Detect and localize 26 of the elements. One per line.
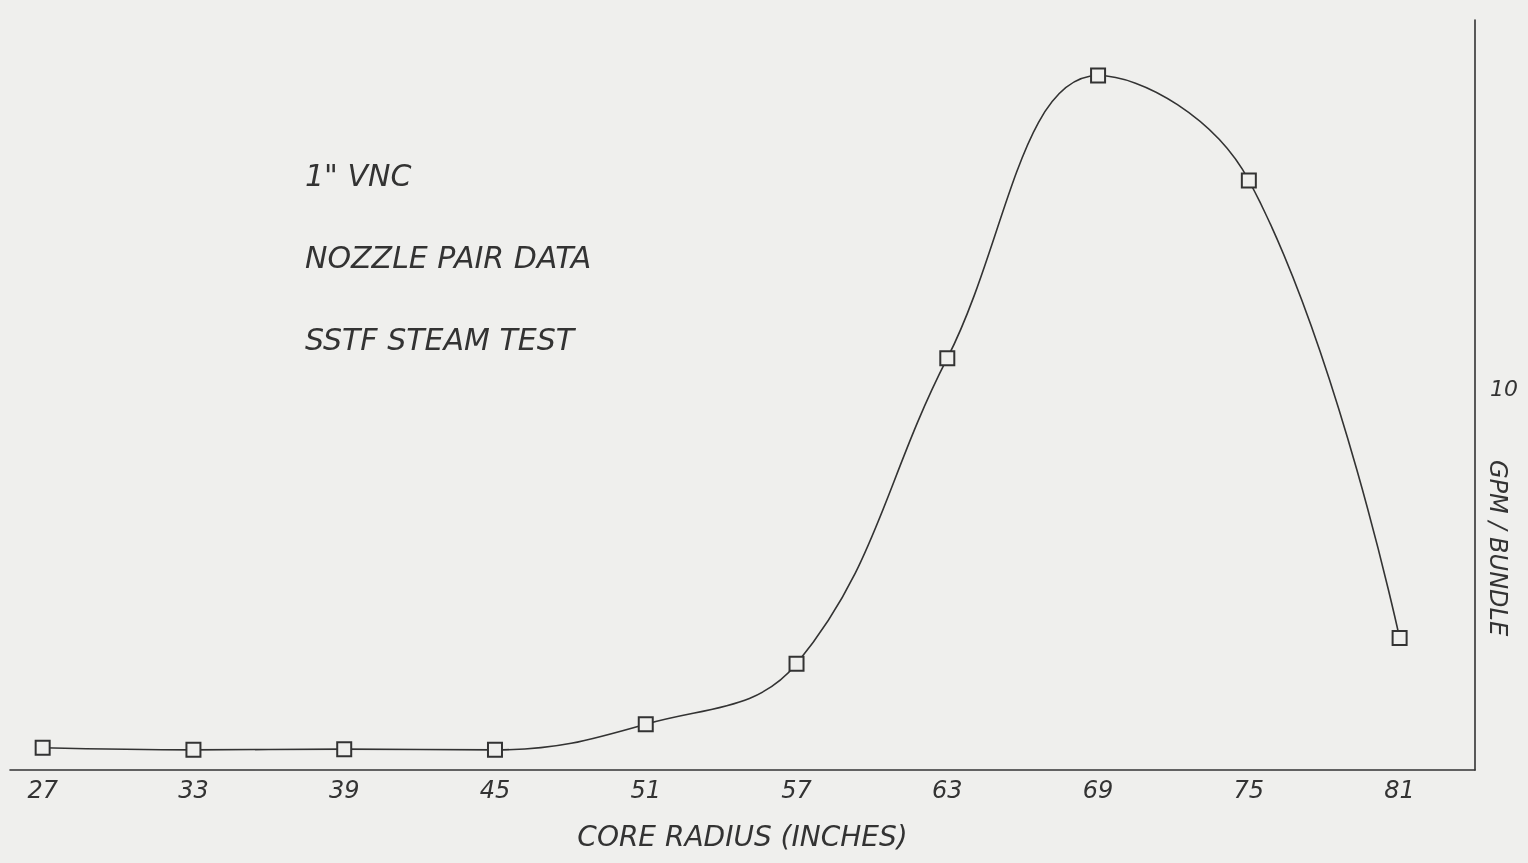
x-tick-label: 27 [27,776,59,804]
x-tick-label: 51 [630,776,662,804]
point [486,741,503,758]
text: 10 [1490,375,1519,401]
point [939,350,956,367]
x-tick-label: 33 [178,776,209,804]
x-tick-label: 45 [479,776,511,804]
point [185,741,202,758]
x-axis-title: CORE RADIUS (INCHES) [577,819,908,853]
point [1240,172,1257,189]
x-tick-label: 75 [1233,776,1265,804]
point [788,655,805,672]
point [637,716,654,733]
annotation: NOZZLE PAIR DATA [305,239,592,275]
annotation: 1" VNC [305,157,412,193]
x-tick-label: 81 [1384,776,1415,804]
x-tick-label: 57 [781,776,813,804]
annotation: SSTF STEAM TEST [305,321,577,357]
x-tick-label: 63 [932,776,963,804]
y-axis-title: GPM / BUNDLE [1484,460,1512,637]
x-tick-label: 39 [328,776,360,804]
point [1391,630,1408,647]
point [336,741,353,758]
point [1090,67,1107,84]
x-tick-label: 69 [1082,776,1114,804]
point [34,739,51,756]
